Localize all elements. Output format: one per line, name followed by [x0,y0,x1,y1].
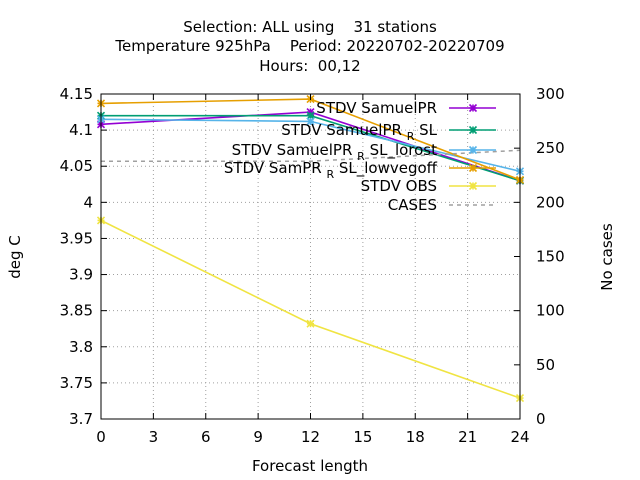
legend-label-tail: SL_lowvegoff [334,159,438,178]
y-tick-label: 3.9 [69,266,93,284]
legend-marker-4 [468,163,478,173]
legend-label-main: CASES [388,196,437,214]
legend-label-main: STDV SamPR [224,159,327,177]
legend-label-tail: SL [414,121,437,139]
title-line-1: Selection: ALL using 31 stations [183,18,437,36]
legend-label-tail: SL_lorost [365,141,437,160]
y-tick-label: 3.8 [69,338,93,356]
x-tick-label: 6 [201,428,211,446]
y-tick-label: 4 [83,193,93,211]
legend-label-main: STDV SamuelPR [316,99,437,117]
y-tick-label: 3.85 [60,302,93,320]
x-tick-label: 12 [301,428,320,446]
legend-label-main: STDV SamuelPR [281,121,406,139]
series-3-point [306,117,315,126]
y-tick-label: 3.7 [69,410,93,428]
legend-label-1: STDV SamuelPR [316,99,437,117]
y2-tick-label: 250 [536,139,565,157]
y2-axis-label: No cases [598,223,616,291]
ticks: 0 3 6 9 12 15 18 21 24 3.7 3.75 3.8 3.85 3.9 3.95 4 4.05… [60,85,565,446]
x-tick-label: 15 [353,428,372,446]
legend-label-sub: R [407,130,415,143]
y2-tick-label: 0 [536,410,546,428]
x-axis-label: Forecast length [252,457,368,475]
y2-tick-label: 100 [536,302,565,320]
x-tick-label: 21 [458,428,477,446]
x-tick-label: 18 [406,428,425,446]
legend-label-main: STDV SamuelPR [232,141,357,159]
series-line-5 [100,219,521,399]
y2-tick-label: 300 [536,85,565,103]
y-axis-label: deg C [6,235,24,279]
legend-marker-3 [468,145,478,155]
legend-label-sub: R [326,168,334,181]
y2-tick-label: 200 [536,193,565,211]
chart-title: Selection: ALL using 31 stations Tempera… [114,18,504,75]
x-tick-label: 9 [253,428,263,446]
x-tick-label: 0 [96,428,106,446]
legend-label-main: STDV OBS [361,177,437,195]
y2-tick-label: 150 [536,248,565,266]
legend-label-5: STDV OBS [361,177,437,195]
x-tick-label: 3 [149,428,159,446]
legend-marker-5 [468,181,478,191]
legend-label-3: STDV SamuelPR R SL_lorost [232,141,437,163]
title-line-3: Hours: 00,12 [259,57,360,75]
legend-marker-1 [468,103,478,113]
series-line-6 [101,149,521,162]
series-5-point [306,319,315,328]
y-tick-label: 4.15 [60,85,93,103]
title-line-2: Temperature 925hPa Period: 20220702-2022… [114,37,504,55]
y-tick-label: 4.05 [60,157,93,175]
x-tick-label: 24 [510,428,529,446]
y2-tick-label: 50 [536,356,555,374]
legend-label-6: CASES [388,196,437,214]
y-tick-label: 4.1 [69,121,93,139]
legend-label-sub: R [357,150,365,163]
y-tick-label: 3.95 [60,229,93,247]
legend-label-2: STDV SamuelPR R SL [281,121,437,143]
legend-label-4: STDV SamPR R SL_lowvegoff [224,159,438,181]
legend-marker-2 [468,125,478,135]
y-tick-label: 3.75 [60,374,93,392]
